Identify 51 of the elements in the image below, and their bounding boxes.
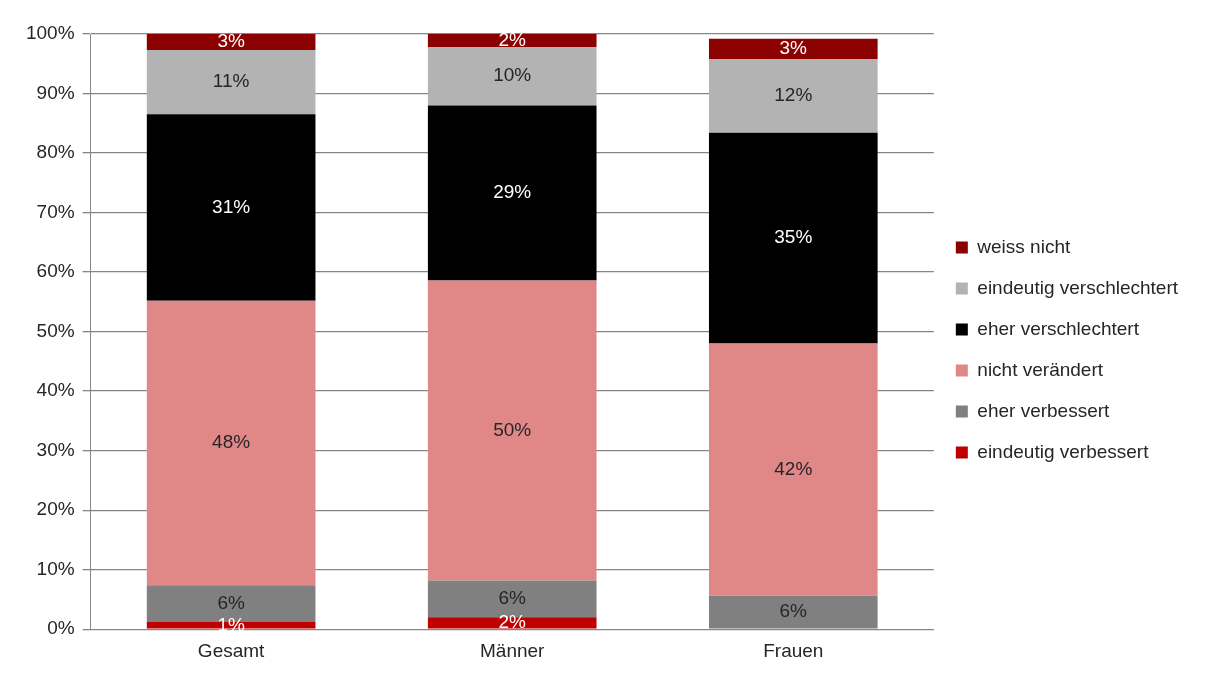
y-tick-label: 60% [36,260,75,282]
data-label: 29% [493,181,532,203]
data-label: 50% [493,418,532,440]
y-tick-label: 70% [36,200,75,222]
data-label: 42% [774,457,813,479]
data-label: 3% [217,30,245,52]
data-label: 11% [212,70,250,92]
data-label: 48% [212,431,251,453]
bar [708,132,878,344]
x-tick-label: Gesamt [197,639,266,661]
y-tick-label: 30% [36,438,75,460]
bar [427,47,597,106]
bar [708,38,878,59]
y-tick-label: 90% [36,81,75,103]
bar [146,34,316,51]
bar [708,595,878,629]
bar [427,617,597,629]
data-label: 6% [217,591,245,613]
y-tick-label: 80% [36,141,75,163]
bar [146,114,316,301]
data-label: 31% [212,195,251,217]
y-tick-label: 100% [25,22,75,44]
data-label: 1% [217,613,245,635]
bar [427,34,597,48]
legend-label: weiss nicht [976,235,1071,257]
data-label: 6% [498,587,527,609]
bar [146,300,316,586]
data-label: 10% [493,64,532,86]
data-label: 6% [779,600,808,622]
bar [427,105,597,281]
legend-label: eindeutig verbessert [977,440,1150,462]
data-label: 2% [498,611,527,633]
y-tick-label: 0% [47,617,75,639]
legend-label: eher verschlechtert [977,317,1140,339]
y-tick-label: 40% [36,379,75,401]
data-label: 12% [774,84,813,106]
data-label: 3% [779,37,808,59]
data-label: 2% [498,28,527,50]
legend-label: nicht verändert [977,358,1104,380]
data-label: 35% [774,226,813,248]
bar [146,50,316,115]
bar [708,59,878,133]
bar [427,280,597,581]
legend-label: eher verbessert [977,399,1111,421]
y-tick-label: 20% [36,498,75,520]
legend-label: eindeutig verschlechtert [977,276,1179,298]
x-tick-label: Frauen [763,639,824,661]
y-tick-label: 50% [36,319,75,341]
x-tick-label: Männer [480,639,546,661]
bar [708,343,878,596]
y-tick-label: 10% [36,557,75,579]
